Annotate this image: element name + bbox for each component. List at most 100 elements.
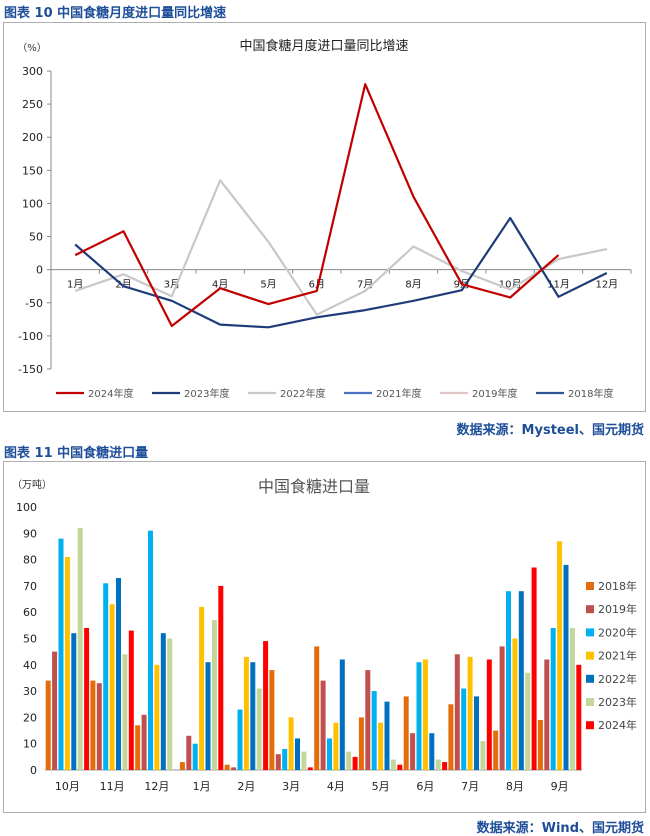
chart-frame-imports: 中国食糖进口量 （万吨） 0 10 20 30 40 50 60 70 80 90 100 10月 11月 1… (3, 461, 646, 813)
bar-2021年 (288, 717, 294, 770)
x-tick-label: 8月 (405, 279, 421, 291)
bar-2018年 (269, 670, 275, 770)
bar-2024年 (84, 628, 90, 770)
x-tick-label: 5月 (372, 780, 390, 793)
series-line-2022年度 (74, 179, 608, 316)
legend-swatch (586, 651, 594, 660)
y-axis-unit: （万吨） (12, 478, 52, 491)
source-note-imports: 数据来源：Wind、国元期货 (476, 821, 644, 836)
bar-2018年 (358, 717, 364, 770)
x-tick-label: 7月 (461, 780, 479, 793)
bar-2021年 (557, 541, 563, 770)
bar-2018年 (45, 680, 51, 770)
x-tick-label: 10月 (55, 780, 80, 793)
bar-2022年 (160, 633, 166, 770)
legend-swatch (586, 674, 594, 683)
y-tick-label: 80 (23, 554, 37, 567)
bar-2021年 (378, 722, 384, 770)
source-note-growth: 数据来源：Mysteel、国元期货 (456, 423, 644, 438)
bar-2020年 (192, 743, 198, 770)
bar-2024年 (576, 664, 582, 770)
legend-swatch (586, 698, 594, 706)
y-tick-label: 50 (29, 231, 43, 244)
growth-line-chart: 中国食糖月度进口量同比增速 （%） -150 -100 -50 0 50 100 150 200 2… (17, 38, 632, 400)
legend-label: 2024年度 (88, 387, 133, 400)
bar-2024年 (442, 762, 448, 770)
bar-2024年 (352, 756, 358, 770)
bar-2020年 (58, 538, 64, 770)
x-tick-label: 2月 (237, 780, 255, 793)
y-tick-label: 50 (23, 633, 37, 646)
bar-2020年 (103, 583, 109, 770)
bar-2024年 (263, 641, 269, 770)
bar-2022年 (116, 578, 121, 770)
x-tick-label: 12月 (144, 780, 169, 793)
bar-2019年 (186, 735, 192, 770)
x-tick-label: 8月 (506, 780, 524, 793)
bar-2021年 (243, 656, 249, 770)
y-tick-label: 40 (23, 659, 37, 672)
x-tick-label: 4月 (327, 780, 345, 793)
bar-2023年 (346, 751, 352, 770)
bar-2021年 (109, 604, 115, 770)
bar-2022年 (339, 659, 345, 770)
bar-2021年 (467, 656, 473, 770)
legend-swatch (586, 721, 594, 730)
bar-2019年 (365, 670, 371, 770)
bar-2019年 (410, 733, 416, 770)
bar-2022年 (71, 633, 77, 770)
x-tick-label: 6月 (416, 780, 434, 793)
bar-2020年 (461, 688, 467, 770)
bar-2024年 (531, 567, 537, 770)
bar-2024年 (128, 630, 134, 770)
bar-2023年 (480, 741, 486, 770)
bar-2022年 (250, 662, 256, 770)
bar-2023年 (167, 638, 173, 770)
y-tick-label: 150 (22, 164, 43, 177)
bar-2023年 (525, 672, 531, 770)
y-tick-label: 30 (23, 685, 37, 698)
bar-2018年 (135, 725, 141, 770)
bar-2019年 (320, 680, 326, 770)
y-tick-label: 100 (22, 197, 43, 210)
bar-2018年 (90, 680, 96, 770)
y-tick-label: 250 (22, 98, 43, 111)
y-tick-label: 20 (23, 711, 37, 724)
legend-label: 2018年度 (568, 387, 613, 400)
y-tick-label: 0 (30, 764, 37, 777)
legend-label: 2019年 (598, 602, 637, 616)
bar-2020年 (506, 591, 511, 770)
bar-2021年 (154, 664, 160, 770)
bar-2021年 (64, 557, 70, 770)
bar-2022年 (474, 696, 479, 770)
bar-2019年 (499, 646, 505, 770)
x-tick-label: 4月 (212, 279, 228, 291)
bar-2024年 (486, 659, 492, 770)
legend-swatch (586, 628, 594, 637)
legend-label: 2023年度 (184, 387, 229, 400)
legend-label: 2020年 (598, 625, 637, 639)
legend-swatch (586, 605, 594, 614)
bar-2023年 (390, 759, 396, 770)
bar-2020年 (148, 530, 153, 770)
bar-2022年 (205, 662, 211, 770)
x-tick-label: 12月 (595, 279, 618, 291)
y-tick-label: 100 (16, 501, 37, 514)
legend-swatch (586, 582, 594, 590)
y-tick-label: -150 (18, 363, 43, 376)
bar-2022年 (429, 733, 435, 770)
y-tick-label: 90 (23, 527, 37, 540)
y-tick-label: 60 (23, 606, 37, 619)
bar-2019年 (96, 683, 102, 770)
y-tick-label: -50 (25, 297, 43, 310)
bar-2019年 (454, 654, 460, 770)
bar-2023年 (77, 528, 83, 770)
bar-2018年 (403, 696, 409, 770)
legend-label: 2022年 (598, 672, 637, 686)
bar-2021年 (333, 722, 339, 770)
legend-label: 2024年 (598, 718, 637, 732)
y-tick-label: 10 (23, 738, 37, 751)
x-tick-label: 9月 (551, 780, 569, 793)
y-tick-label: 200 (22, 131, 43, 144)
bar-2019年 (544, 659, 550, 770)
